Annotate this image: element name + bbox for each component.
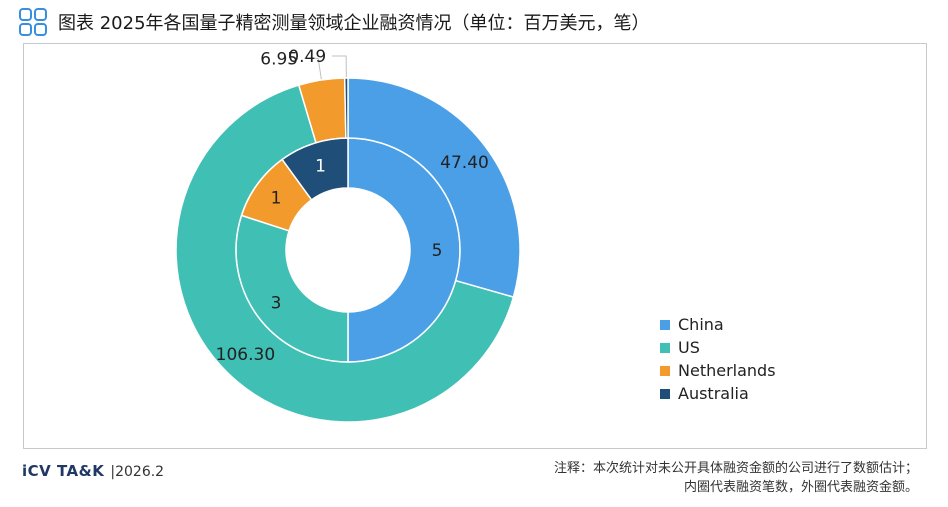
legend-swatch-china: [660, 319, 670, 330]
footer-brand: iCV TA&K |2026.2: [22, 462, 164, 480]
footnote-line-1: 注释：本次统计对未公开具体融资金额的公司进行了数额估计；: [553, 461, 918, 476]
inner-slice-netherlands-label: 1: [271, 189, 282, 209]
legend-item-us: US: [660, 336, 776, 359]
title-row: 图表 2025年各国量子精密测量领域企业融资情况（单位：百万美元，笔）: [18, 7, 650, 37]
outer-slice-us-label: 106.30: [216, 345, 275, 365]
chart-title: 图表 2025年各国量子精密测量领域企业融资情况（单位：百万美元，笔）: [58, 13, 650, 34]
inner-slice-australia-label: 1: [315, 156, 326, 176]
brand-logo: iCV TA&K: [22, 462, 105, 480]
legend-item-netherlands: Netherlands: [660, 359, 776, 382]
legend-label-us: US: [678, 338, 700, 357]
chart-frame: [23, 43, 927, 449]
chart-legend: China US Netherlands Australia: [660, 313, 776, 405]
outer-slice-china: [347, 77, 521, 299]
outer-slice-australia: [343, 77, 349, 139]
legend-label-netherlands: Netherlands: [678, 361, 776, 380]
outer-slice-us: [175, 84, 515, 423]
outer-slice-china-label: 47.40: [440, 153, 489, 173]
legend-swatch-australia: [660, 388, 670, 399]
footnote: 注释：本次统计对未公开具体融资金额的公司进行了数额估计； 内圈代表融资笔数，外圈…: [554, 459, 918, 497]
legend-label-australia: Australia: [678, 384, 749, 403]
publish-date: |2026.2: [110, 464, 165, 480]
legend-swatch-netherlands: [660, 365, 670, 376]
outer-slice-australia-leader-line: [332, 55, 347, 78]
outer-slice-netherlands-label: 6.95: [260, 49, 298, 69]
footnote-line-2: 内圈代表融资笔数，外圈代表融资金额。: [683, 480, 918, 495]
legend-swatch-us: [660, 342, 670, 353]
inner-slice-us-label: 3: [271, 293, 282, 313]
legend-label-china: China: [678, 315, 724, 334]
outer-slice-australia-label: 0.49: [288, 47, 326, 67]
legend-item-australia: Australia: [660, 382, 776, 405]
grid-icon: [19, 8, 47, 36]
outer-slice-netherlands-leader-line: [304, 57, 322, 80]
legend-item-china: China: [660, 313, 776, 336]
inner-slice-china-label: 5: [432, 241, 443, 261]
